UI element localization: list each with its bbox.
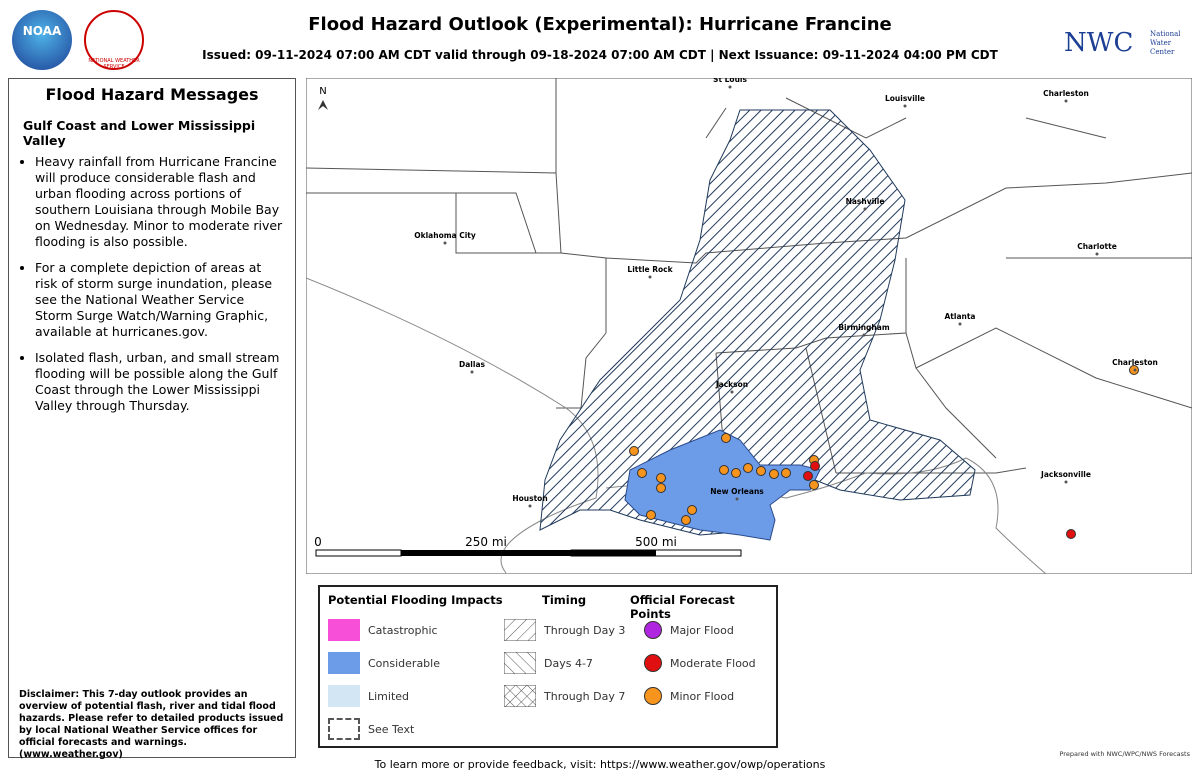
legend-label: Considerable xyxy=(368,656,440,670)
legend-item: Minor Flood xyxy=(630,687,734,705)
city-dot xyxy=(728,85,732,89)
legend-heading: Official Forecast Points xyxy=(630,593,735,621)
legend-label: Limited xyxy=(368,689,410,703)
bullets: Heavy rainfall from Hurricane Francine w… xyxy=(9,154,295,414)
legend-item: Through Day 7 xyxy=(504,685,625,707)
noaa-text: NOAA xyxy=(22,24,62,38)
city-dot xyxy=(1064,99,1068,103)
city-label: Little Rock xyxy=(627,265,673,274)
legend-heading: Timing xyxy=(542,593,587,607)
city-label: St Louis xyxy=(713,78,747,84)
legend-item: Moderate Flood xyxy=(630,654,756,672)
legend: Potential Flooding Impacts Timing Offici… xyxy=(318,585,778,748)
city-dot xyxy=(443,241,447,245)
scale-label: 250 mi xyxy=(465,535,507,549)
city-label: Oklahoma City xyxy=(414,231,476,240)
legend-label: Minor Flood xyxy=(670,689,735,703)
city-label: Dallas xyxy=(459,360,485,369)
considerable-area xyxy=(624,429,821,541)
city-label: Jackson xyxy=(715,380,748,389)
city-dot xyxy=(648,275,652,279)
forecast-points xyxy=(629,365,1139,539)
city-dot xyxy=(730,390,734,394)
nwc-full: National Water Center xyxy=(1150,30,1181,57)
legend-label: Through Day 7 xyxy=(544,689,626,703)
nws-text: NATIONAL WEATHER SERVICE xyxy=(88,58,140,70)
nws-logo: NATIONAL WEATHER SERVICE xyxy=(84,10,144,70)
legend-label: Catastrophic xyxy=(368,623,438,637)
city-label: Charleston xyxy=(1112,358,1158,367)
city-dot xyxy=(958,322,962,326)
nwc-word: National xyxy=(1150,30,1181,38)
feedback: To learn more or provide feedback, visit… xyxy=(374,758,826,771)
city-label: Louisville xyxy=(885,94,925,103)
scale-bar xyxy=(315,549,742,557)
noaa-logo: NOAA xyxy=(12,10,72,70)
city-label: Nashville xyxy=(846,197,885,206)
city-labels: St Louis Louisville Charleston Nashville Okl… xyxy=(414,78,1158,508)
city-label: Birmingham xyxy=(838,323,889,332)
legend-item: Considerable xyxy=(328,652,440,674)
legend-item: Catastrophic xyxy=(328,619,438,641)
city-dot xyxy=(470,370,474,374)
disclaimer: Disclaimer: This 7-day outlook provides … xyxy=(19,689,284,760)
city-label: Atlanta xyxy=(944,312,975,321)
sidebar-heading: Flood Hazard Messages xyxy=(45,85,259,104)
legend-label: Major Flood xyxy=(670,623,734,637)
title: Flood Hazard Outlook (Experimental): Hur… xyxy=(308,14,892,35)
scale-label: 0 xyxy=(314,535,322,549)
city-dot xyxy=(1064,480,1068,484)
city-label: Houston xyxy=(512,494,547,503)
city-label: Jacksonville xyxy=(1040,470,1091,479)
nwc-logo: NWC xyxy=(1064,28,1134,58)
city-dot xyxy=(735,497,739,501)
nwc-word: Water xyxy=(1150,39,1172,47)
legend-item: Days 4-7 xyxy=(504,652,593,674)
legend-label: Moderate Flood xyxy=(670,656,756,670)
city-dot xyxy=(528,504,532,508)
legend-item: Through Day 3 xyxy=(504,619,625,641)
legend-item: See Text xyxy=(328,718,414,740)
city-dot xyxy=(903,104,907,108)
city-dot xyxy=(1095,252,1099,256)
region: Gulf Coast and Lower Mississippi Valley xyxy=(23,118,256,148)
city-label: Charleston xyxy=(1043,89,1089,98)
city-dot xyxy=(863,207,867,211)
legend-label: Through Day 3 xyxy=(544,623,626,637)
bullet: Isolated flash, urban, and small stream … xyxy=(35,350,285,414)
issued: Issued: 09-11-2024 07:00 AM CDT valid th… xyxy=(202,48,998,62)
credit: Prepared with NWC/WPC/NWS Forecasts xyxy=(1059,750,1191,758)
city-dot xyxy=(1133,368,1137,372)
city-label: Charlotte xyxy=(1077,242,1117,251)
legend-label: Days 4-7 xyxy=(544,656,593,670)
bullet: For a complete depiction of areas at ris… xyxy=(35,260,285,340)
city-label: New Orleans xyxy=(710,487,764,496)
legend-item: Major Flood xyxy=(630,621,734,639)
north-arrow xyxy=(318,100,328,110)
legend-heading: Potential Flooding Impacts xyxy=(328,593,503,607)
sidebar: Flood Hazard Messages Gulf Coast and Low… xyxy=(8,78,296,760)
scale-label: 500 mi xyxy=(635,535,677,549)
nwc-word: Center xyxy=(1150,48,1175,56)
north-label: N xyxy=(319,86,326,97)
legend-label: See Text xyxy=(368,722,415,736)
legend-item: Limited xyxy=(328,685,409,707)
map: St Louis Louisville Charleston Nashville Okl… xyxy=(306,78,1192,574)
bullet: Heavy rainfall from Hurricane Francine w… xyxy=(35,154,285,250)
city-dot xyxy=(862,333,866,337)
